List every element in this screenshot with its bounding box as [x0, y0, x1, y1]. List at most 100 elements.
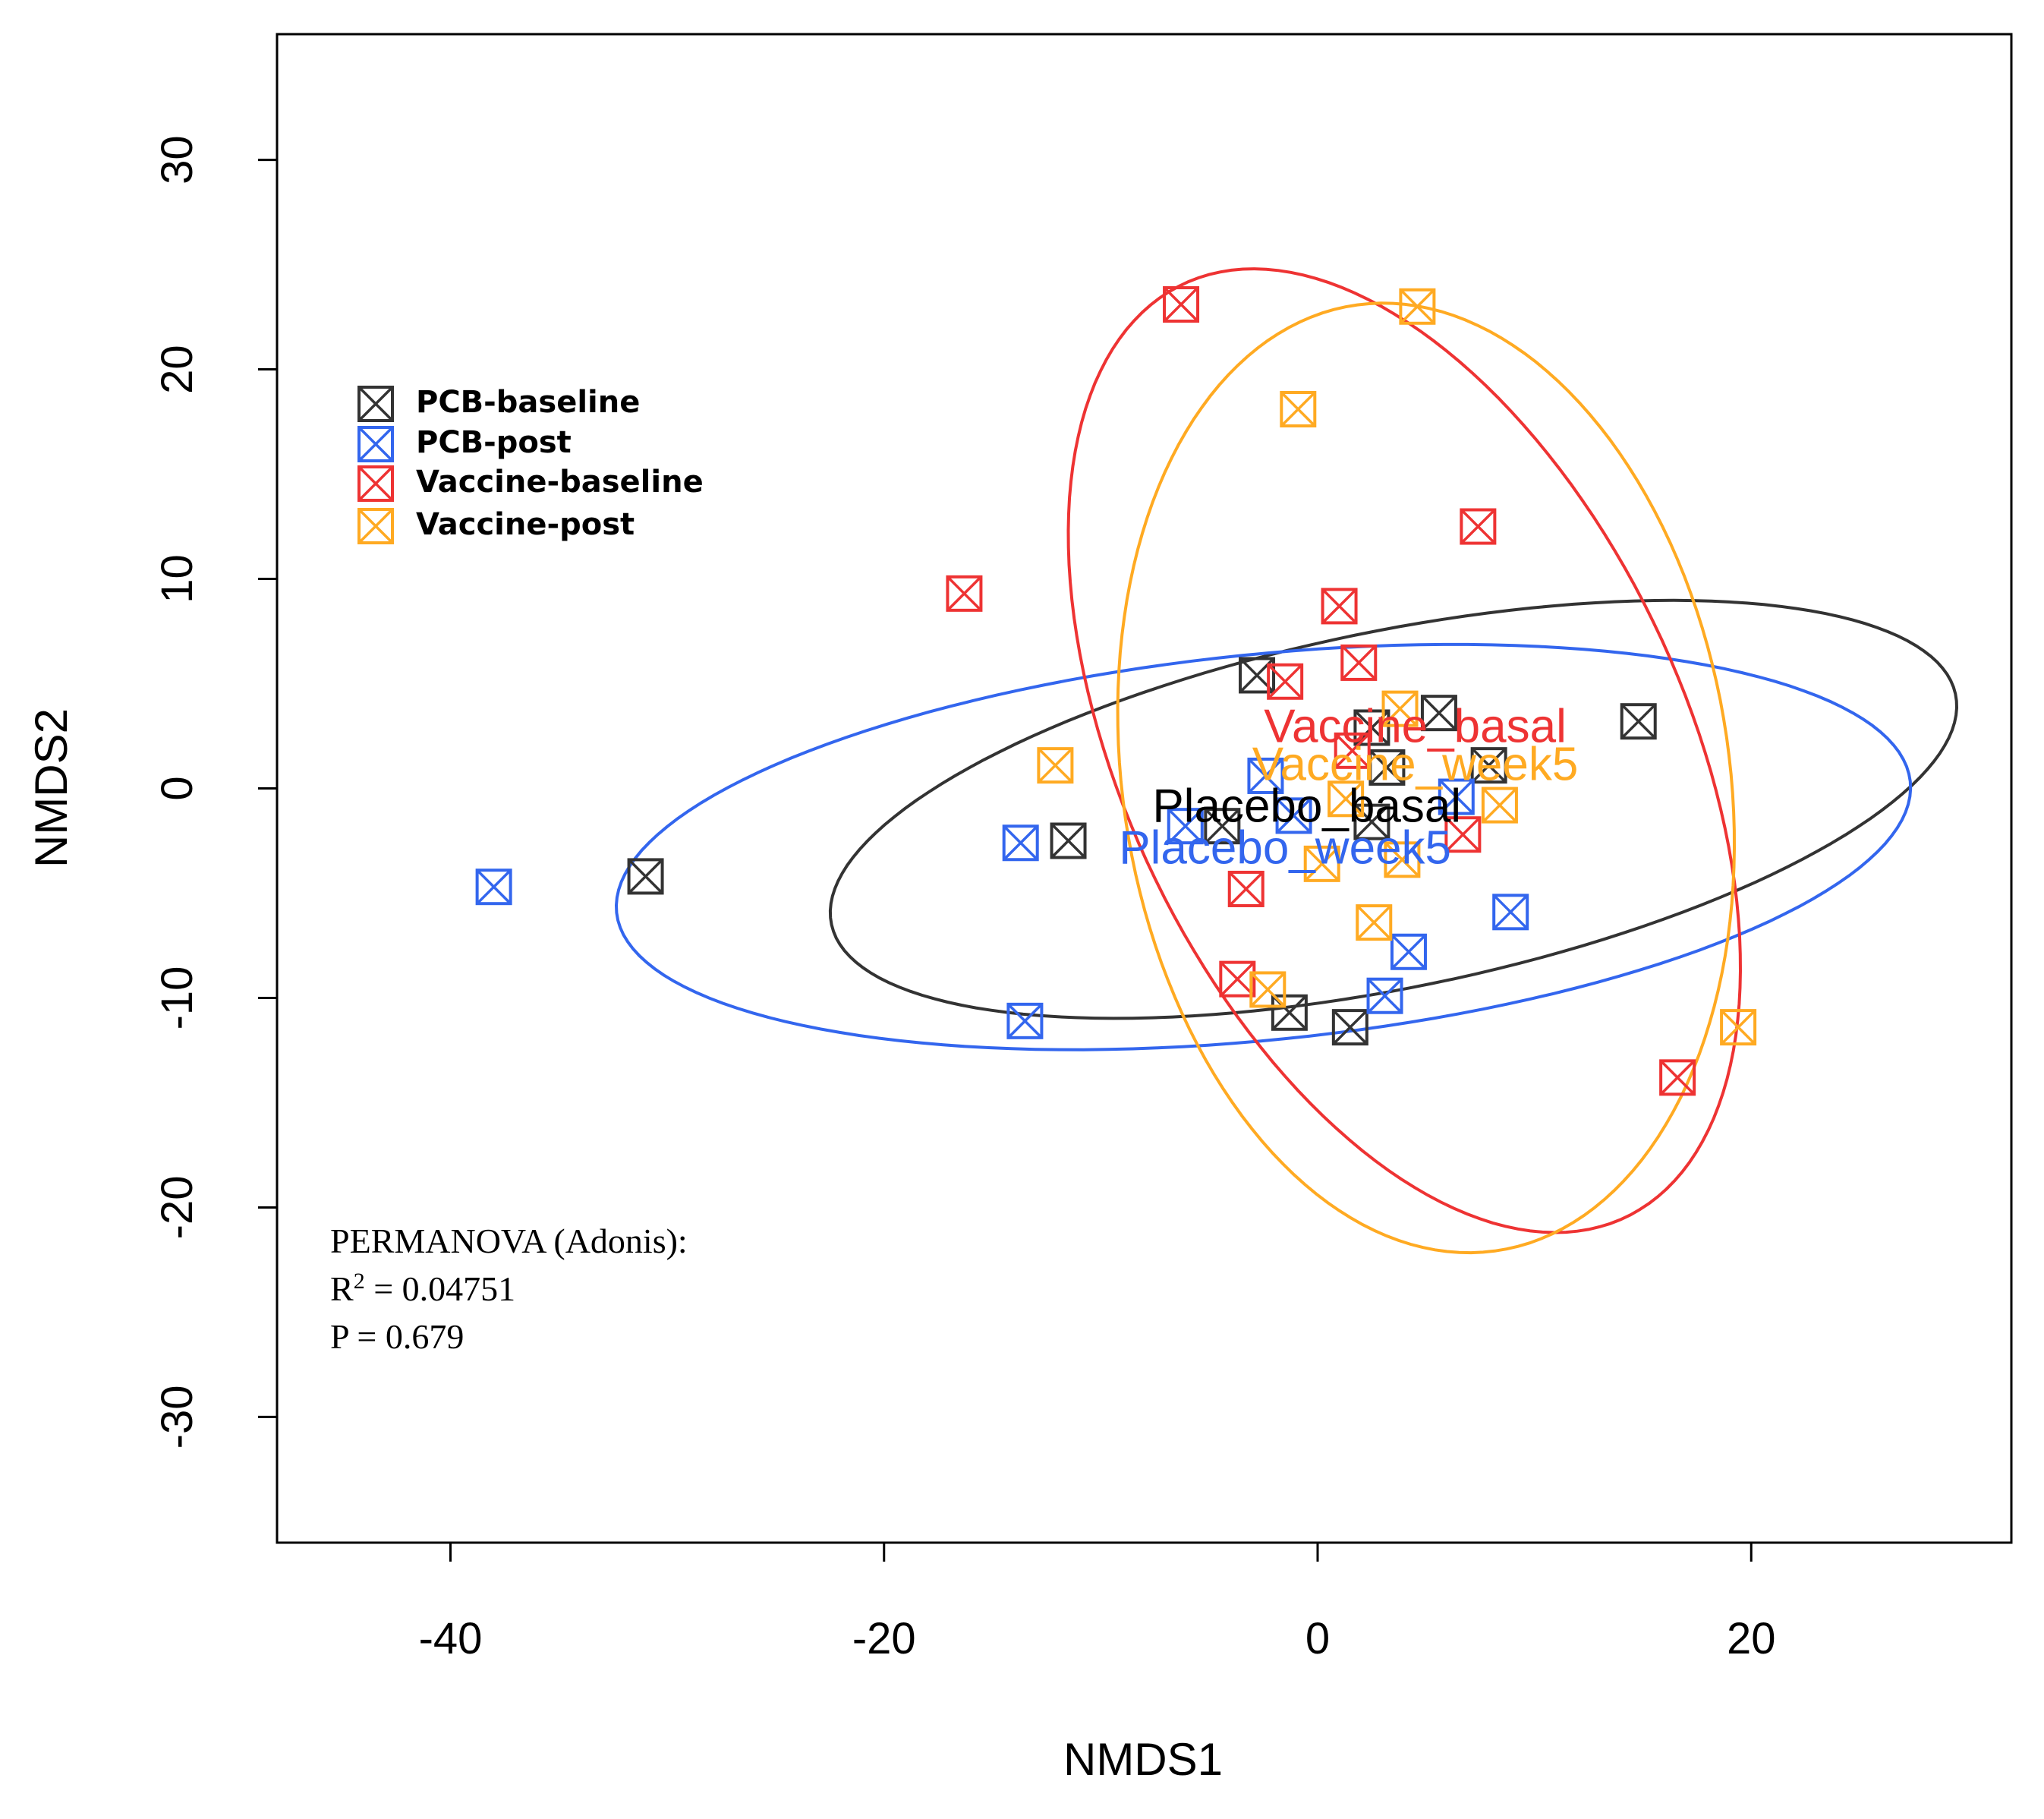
y-tick-label-1: -20: [153, 1176, 202, 1240]
marker-square: [1002, 824, 1039, 862]
marker-square: [1327, 780, 1365, 818]
marker-square: [1271, 994, 1308, 1031]
y-axis-title: NMDS2: [26, 708, 77, 868]
point-pcb-baseline-3: [1204, 808, 1241, 845]
point-vaccine-post-1: [1280, 390, 1317, 427]
marker-cross-b: [1276, 798, 1312, 834]
centroid-label-placebo-basal: Placebo_basal: [1152, 780, 1461, 832]
x-tick-label-2: 0: [1305, 1614, 1330, 1663]
marker-square: [1275, 797, 1312, 834]
point-vaccine-post-9: [1481, 787, 1518, 824]
legend-item-pcb-post: PCB-post: [357, 425, 572, 462]
centroid-label-placebo-week5: Placebo_week5: [1119, 822, 1451, 875]
point-pcb-post-2: [1006, 1002, 1044, 1039]
point-vaccine-baseline-5: [1334, 732, 1371, 769]
point-vaccine-post-4: [1303, 845, 1340, 882]
marker-square: [1321, 588, 1358, 625]
point-vaccine-post-5: [1327, 780, 1365, 818]
marker-cross-b: [1382, 691, 1418, 727]
point-pcb-post-6: [1366, 977, 1403, 1014]
marker-square: [946, 575, 983, 612]
marker-cross-b: [946, 575, 982, 612]
marker-cross-b: [1271, 995, 1308, 1031]
marker-square: [1227, 870, 1265, 907]
point-vaccine-baseline-4: [1340, 644, 1378, 681]
point-pcb-baseline-10: [1470, 747, 1507, 784]
point-vaccine-baseline-8: [1444, 816, 1482, 853]
marker-cross-b: [1248, 758, 1283, 794]
legend-label-vaccine-baseline: Vaccine-baseline: [416, 465, 704, 500]
marker-square: [1659, 1059, 1696, 1096]
marker-cross-b: [1267, 664, 1303, 699]
marker-cross-b: [357, 465, 394, 502]
marker-square: [1438, 778, 1475, 815]
legend-marker-pcb-baseline: [357, 386, 394, 422]
marker-square: [1353, 709, 1390, 746]
centroid-label-vaccine-basal: Vaccine_basal: [1264, 701, 1567, 753]
marker-cross-b: [1327, 781, 1364, 817]
marker-cross-b: [1250, 972, 1286, 1007]
y-tick-label-6: 30: [153, 135, 202, 184]
legend-item-vaccine-baseline: Vaccine-baseline: [357, 465, 704, 502]
marker-cross-b: [1421, 695, 1457, 731]
marker-cross-b: [1471, 747, 1507, 783]
legend-marker-vaccine-baseline: [357, 465, 394, 502]
legend-label-pcb-baseline: PCB-baseline: [416, 385, 640, 420]
marker-cross-b: [1720, 1009, 1756, 1045]
marker-cross-b: [1205, 808, 1240, 844]
marker-cross-b: [1492, 894, 1529, 930]
point-pcb-post-9: [1492, 894, 1529, 931]
marker-cross-b: [1354, 804, 1390, 840]
marker-cross-b: [1620, 703, 1656, 739]
point-vaccine-baseline-0: [1163, 286, 1200, 323]
legend: PCB-baseline PCB-post Vaccine-baseline Vacc…: [357, 385, 704, 544]
marker-square: [1366, 977, 1403, 1014]
point-pcb-baseline-11: [1620, 703, 1657, 740]
marker-square: [1381, 690, 1419, 727]
point-pcb-baseline-0: [627, 858, 664, 895]
marker-square: [1481, 787, 1518, 824]
marker-cross-b: [1220, 961, 1255, 997]
stats-r2-prefix: R: [330, 1269, 354, 1308]
ellipse-vaccine-baseline: [1066, 267, 1743, 1234]
point-vaccine-post-7: [1381, 690, 1419, 727]
stats-r2: R2 = 0.04751: [330, 1269, 515, 1309]
marker-square: [1249, 971, 1287, 1008]
marker-cross-b: [357, 508, 394, 544]
axes: -40 -20 0 20 NMDS1 -30 -20 -10 0 10 20 30 NMDS2: [26, 135, 1776, 1785]
point-pcb-post-8: [1438, 778, 1475, 815]
x-tick-label-1: -20: [852, 1614, 916, 1663]
marker-square: [1167, 808, 1204, 845]
marker-cross-b: [1050, 823, 1086, 859]
marker-cross-b: [1400, 288, 1435, 325]
point-vaccine-post-8: [1384, 841, 1421, 878]
y-tick-label-2: -10: [153, 966, 202, 1030]
point-pcb-post-4: [1247, 757, 1284, 794]
permanova-stats: PERMANOVA (Adonis): R2 = 0.04751 P = 0.6…: [330, 1222, 688, 1356]
marker-square: [1384, 841, 1421, 878]
marker-cross-b: [1334, 733, 1370, 769]
marker-square: [1356, 904, 1393, 941]
marker-cross-b: [357, 426, 394, 462]
point-pcb-post-5: [1275, 797, 1312, 834]
point-pcb-baseline-7: [1353, 803, 1390, 840]
marker-square: [1219, 960, 1256, 998]
marker-square: [1303, 845, 1340, 882]
legend-marker-pcb-post: [357, 426, 394, 462]
marker-cross-b: [1482, 787, 1518, 823]
marker-square: [1390, 933, 1427, 970]
marker-square: [1247, 757, 1284, 794]
x-tick-label-0: -40: [419, 1614, 483, 1663]
marker-square: [1470, 747, 1507, 784]
point-vaccine-baseline-1: [946, 575, 983, 612]
stats-p: P = 0.679: [330, 1317, 464, 1356]
marker-cross-b: [1167, 808, 1204, 844]
point-vaccine-post-6: [1356, 904, 1393, 941]
marker-square: [1163, 286, 1200, 323]
marker-square: [1334, 732, 1371, 769]
marker-square: [627, 858, 664, 895]
point-pcb-baseline-9: [1420, 695, 1457, 732]
marker-square: [1460, 508, 1497, 545]
point-vaccine-baseline-3: [1321, 588, 1358, 625]
